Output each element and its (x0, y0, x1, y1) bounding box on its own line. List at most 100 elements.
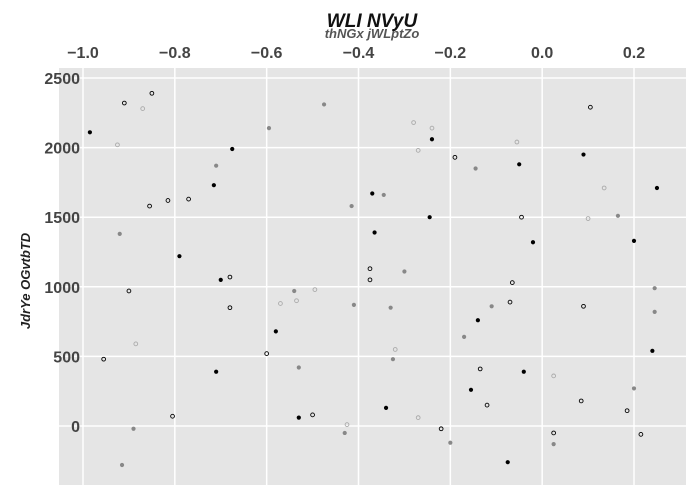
data-point (652, 286, 657, 291)
y-tick-label: 2000 (44, 141, 80, 158)
data-point (415, 415, 421, 420)
data-point (438, 426, 444, 432)
y-axis-label: JdrYe OGvtbTD (18, 232, 33, 329)
data-point (131, 426, 136, 431)
data-point (581, 303, 586, 309)
x-tick-label: −0.6 (251, 45, 283, 62)
data-point (101, 356, 107, 362)
data-point (370, 191, 375, 196)
data-point (133, 341, 139, 347)
data-points (87, 90, 660, 468)
data-point (473, 166, 478, 171)
data-point (468, 387, 474, 392)
data-point (390, 357, 396, 362)
data-point (321, 102, 327, 107)
data-point (383, 405, 389, 411)
data-point (429, 137, 435, 142)
data-point (294, 298, 299, 304)
data-point (140, 106, 146, 111)
data-point (344, 422, 350, 427)
data-point (429, 125, 435, 131)
data-point (126, 288, 132, 294)
x-tick-label: −0.4 (343, 45, 375, 62)
data-point (530, 240, 536, 245)
data-point (521, 369, 526, 374)
data-point (273, 329, 278, 334)
data-point (448, 440, 453, 445)
data-point (214, 163, 219, 168)
x-tick-label: 0.2 (623, 45, 645, 62)
y-tick-label: 1500 (44, 210, 80, 227)
x-tick-label: −1.0 (67, 45, 99, 62)
data-point (551, 373, 556, 379)
y-tick-label: 1000 (44, 280, 80, 297)
data-point (312, 287, 318, 292)
data-point (588, 104, 593, 110)
y-tick-labels: 0 500 1000 1500 2000 2500 (44, 71, 80, 436)
data-point (117, 231, 122, 237)
data-point (507, 299, 513, 305)
data-point (211, 183, 216, 188)
data-point (551, 430, 556, 436)
data-point (402, 269, 407, 274)
plot-background (59, 68, 686, 485)
y-tick-label: 500 (53, 349, 80, 366)
data-point (310, 412, 315, 418)
data-point (477, 366, 483, 372)
data-point (121, 100, 127, 106)
data-point (551, 441, 556, 447)
data-point (214, 369, 219, 374)
data-point (170, 413, 175, 419)
data-point (367, 277, 373, 283)
data-point (165, 198, 171, 203)
data-point (517, 162, 522, 167)
data-point (631, 386, 637, 391)
data-point (147, 203, 152, 209)
data-point (177, 254, 182, 259)
data-point (296, 415, 301, 420)
data-point (581, 152, 586, 157)
data-point (342, 430, 347, 436)
data-point (296, 365, 301, 370)
data-point (601, 185, 607, 191)
data-point (427, 215, 432, 220)
data-point (484, 402, 490, 408)
data-point (654, 185, 660, 191)
y-tick-label: 0 (71, 419, 80, 436)
data-point (519, 214, 524, 220)
data-point (652, 309, 657, 314)
data-point (462, 334, 467, 340)
data-point (615, 213, 621, 218)
data-point (292, 288, 297, 294)
data-point (452, 154, 458, 160)
data-point (638, 432, 644, 437)
data-point (392, 347, 398, 352)
x-tick-label: −0.2 (435, 45, 467, 62)
data-point (351, 302, 357, 307)
data-point (227, 305, 233, 311)
data-point (411, 120, 416, 125)
data-point (264, 351, 270, 356)
data-point (227, 274, 233, 280)
data-point (509, 280, 515, 285)
data-point (266, 126, 272, 131)
data-point (578, 398, 584, 404)
data-point (631, 238, 637, 243)
data-point (119, 462, 125, 468)
data-point (585, 216, 591, 221)
x-tick-label: −0.8 (159, 45, 191, 62)
data-point (381, 192, 386, 198)
data-point (149, 90, 155, 96)
data-point (349, 203, 354, 209)
data-point (278, 301, 283, 306)
x-tick-label: 0.0 (531, 45, 553, 62)
data-point (624, 408, 630, 414)
grid-lines (59, 68, 686, 485)
data-point (489, 304, 494, 309)
data-point (230, 146, 235, 152)
data-point (372, 230, 377, 235)
chart-title: WLI NVyU (327, 11, 419, 32)
data-point (115, 142, 120, 148)
data-point (388, 305, 393, 310)
